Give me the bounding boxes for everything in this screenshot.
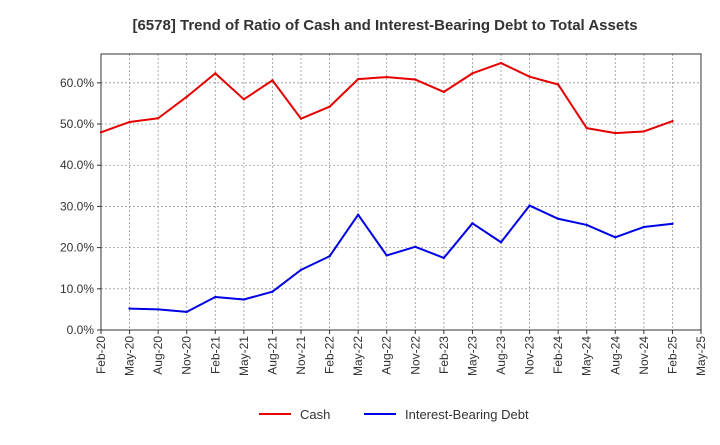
data-point	[499, 61, 503, 65]
x-tick-label: May-20	[123, 336, 137, 376]
data-point	[585, 223, 588, 227]
data-point	[128, 120, 131, 124]
legend-label: Interest-Bearing Debt	[405, 407, 529, 422]
y-tick-label: 40.0%	[60, 158, 94, 172]
x-tick-label: Nov-24	[637, 336, 651, 375]
x-tick-label: Aug-21	[265, 336, 279, 375]
data-point	[585, 126, 588, 130]
x-tick-label: Feb-22	[323, 336, 337, 374]
x-tick-label: Aug-24	[608, 336, 622, 375]
x-tick-label: May-25	[694, 336, 708, 376]
data-point	[185, 95, 188, 99]
legend: Cash Interest-Bearing Debt	[259, 407, 529, 422]
data-point	[528, 75, 531, 78]
data-point	[642, 225, 646, 229]
data-point	[556, 217, 560, 220]
x-tick-label: Aug-22	[380, 336, 394, 375]
plot-frame	[100, 53, 702, 331]
y-axis: 0.0% 10.0% 20.0% 30.0% 40.0% 50.0% 60.0%	[60, 76, 101, 337]
x-tick-label: Nov-22	[408, 336, 422, 375]
data-point	[614, 236, 617, 239]
y-tick-label: 50.0%	[60, 117, 94, 131]
data-point	[328, 105, 331, 108]
data-point	[328, 255, 331, 258]
grid	[101, 54, 701, 330]
data-point	[214, 72, 217, 75]
x-tick-label: May-24	[580, 336, 594, 376]
data-point	[414, 78, 417, 81]
y-tick-label: 20.0%	[60, 241, 94, 255]
data-point	[442, 90, 446, 94]
data-point	[214, 295, 217, 299]
data-point	[185, 310, 188, 314]
data-point	[556, 83, 560, 86]
x-tick-label: Nov-21	[294, 336, 308, 375]
data-point	[271, 79, 274, 82]
legend-label: Cash	[300, 407, 330, 422]
y-tick-label: 30.0%	[60, 199, 94, 213]
data-point	[671, 222, 674, 225]
data-point	[385, 254, 388, 257]
data-point	[356, 77, 360, 81]
y-tick-label: 0.0%	[67, 323, 95, 337]
x-tick-label: Aug-23	[494, 336, 508, 375]
series-layer	[99, 61, 674, 314]
x-tick-label: Aug-20	[151, 336, 165, 375]
x-tick-label: Feb-20	[94, 336, 108, 374]
data-point	[242, 98, 246, 101]
x-axis: Feb-20 May-20 Aug-20 Nov-20 Feb-21 May-21 Aug-…	[94, 330, 708, 376]
data-point	[528, 204, 531, 207]
data-point	[156, 308, 160, 311]
data-point	[299, 117, 303, 120]
x-tick-label: Feb-25	[665, 336, 679, 374]
data-point	[471, 222, 474, 225]
x-tick-label: May-21	[237, 336, 251, 376]
x-tick-label: Nov-23	[523, 336, 537, 375]
data-point	[671, 119, 674, 123]
x-tick-label: Feb-21	[208, 336, 222, 374]
data-point	[128, 307, 131, 310]
data-point	[471, 72, 474, 75]
x-tick-label: May-23	[465, 336, 479, 376]
x-tick-label: Feb-24	[551, 336, 565, 374]
data-point	[356, 213, 360, 216]
series-line-interest-bearing-debt	[128, 204, 674, 313]
data-point	[614, 131, 617, 135]
data-point	[299, 268, 303, 272]
data-point	[499, 241, 503, 244]
y-tick-label: 60.0%	[60, 76, 94, 90]
data-point	[414, 245, 417, 248]
data-point	[385, 75, 388, 79]
x-tick-label: Nov-20	[180, 336, 194, 375]
x-tick-label: May-22	[351, 336, 365, 376]
data-point	[442, 256, 446, 260]
data-point	[642, 130, 646, 133]
data-point	[271, 290, 274, 293]
chart-title: [6578] Trend of Ratio of Cash and Intere…	[132, 17, 637, 34]
data-point	[242, 298, 246, 301]
data-point	[99, 131, 103, 134]
x-tick-label: Feb-23	[437, 336, 451, 374]
data-point	[156, 117, 160, 120]
y-tick-label: 10.0%	[60, 282, 94, 296]
